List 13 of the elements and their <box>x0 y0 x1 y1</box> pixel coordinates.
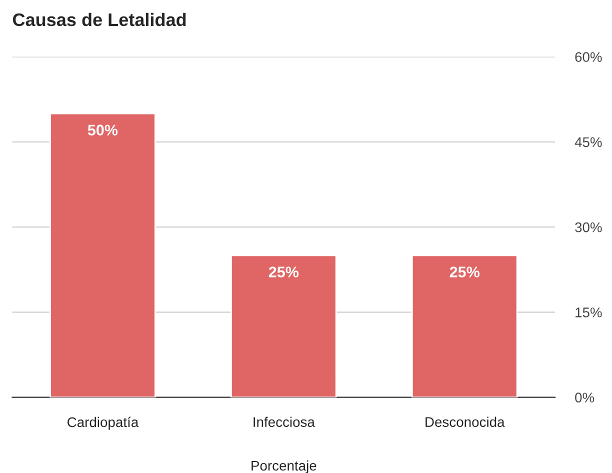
x-tick-label: Desconocida <box>426 416 505 427</box>
data-label: 50% <box>88 124 118 136</box>
y-tick-label: 15% <box>576 308 602 318</box>
x-tick-label: Cardiopatía <box>68 416 139 430</box>
x-tick-label: Infecciosa <box>254 416 315 427</box>
data-label: 25% <box>268 266 299 278</box>
y-tick-label: 0% <box>575 392 594 402</box>
y-tick-label: 60% <box>575 52 602 62</box>
x-axis-title: Porcentaje <box>252 460 316 473</box>
chart-title: Causas de Letalidad <box>12 12 186 26</box>
y-tick-label: 45% <box>574 137 602 148</box>
data-label: 25% <box>450 266 480 278</box>
y-tick-label: 30% <box>575 222 602 232</box>
